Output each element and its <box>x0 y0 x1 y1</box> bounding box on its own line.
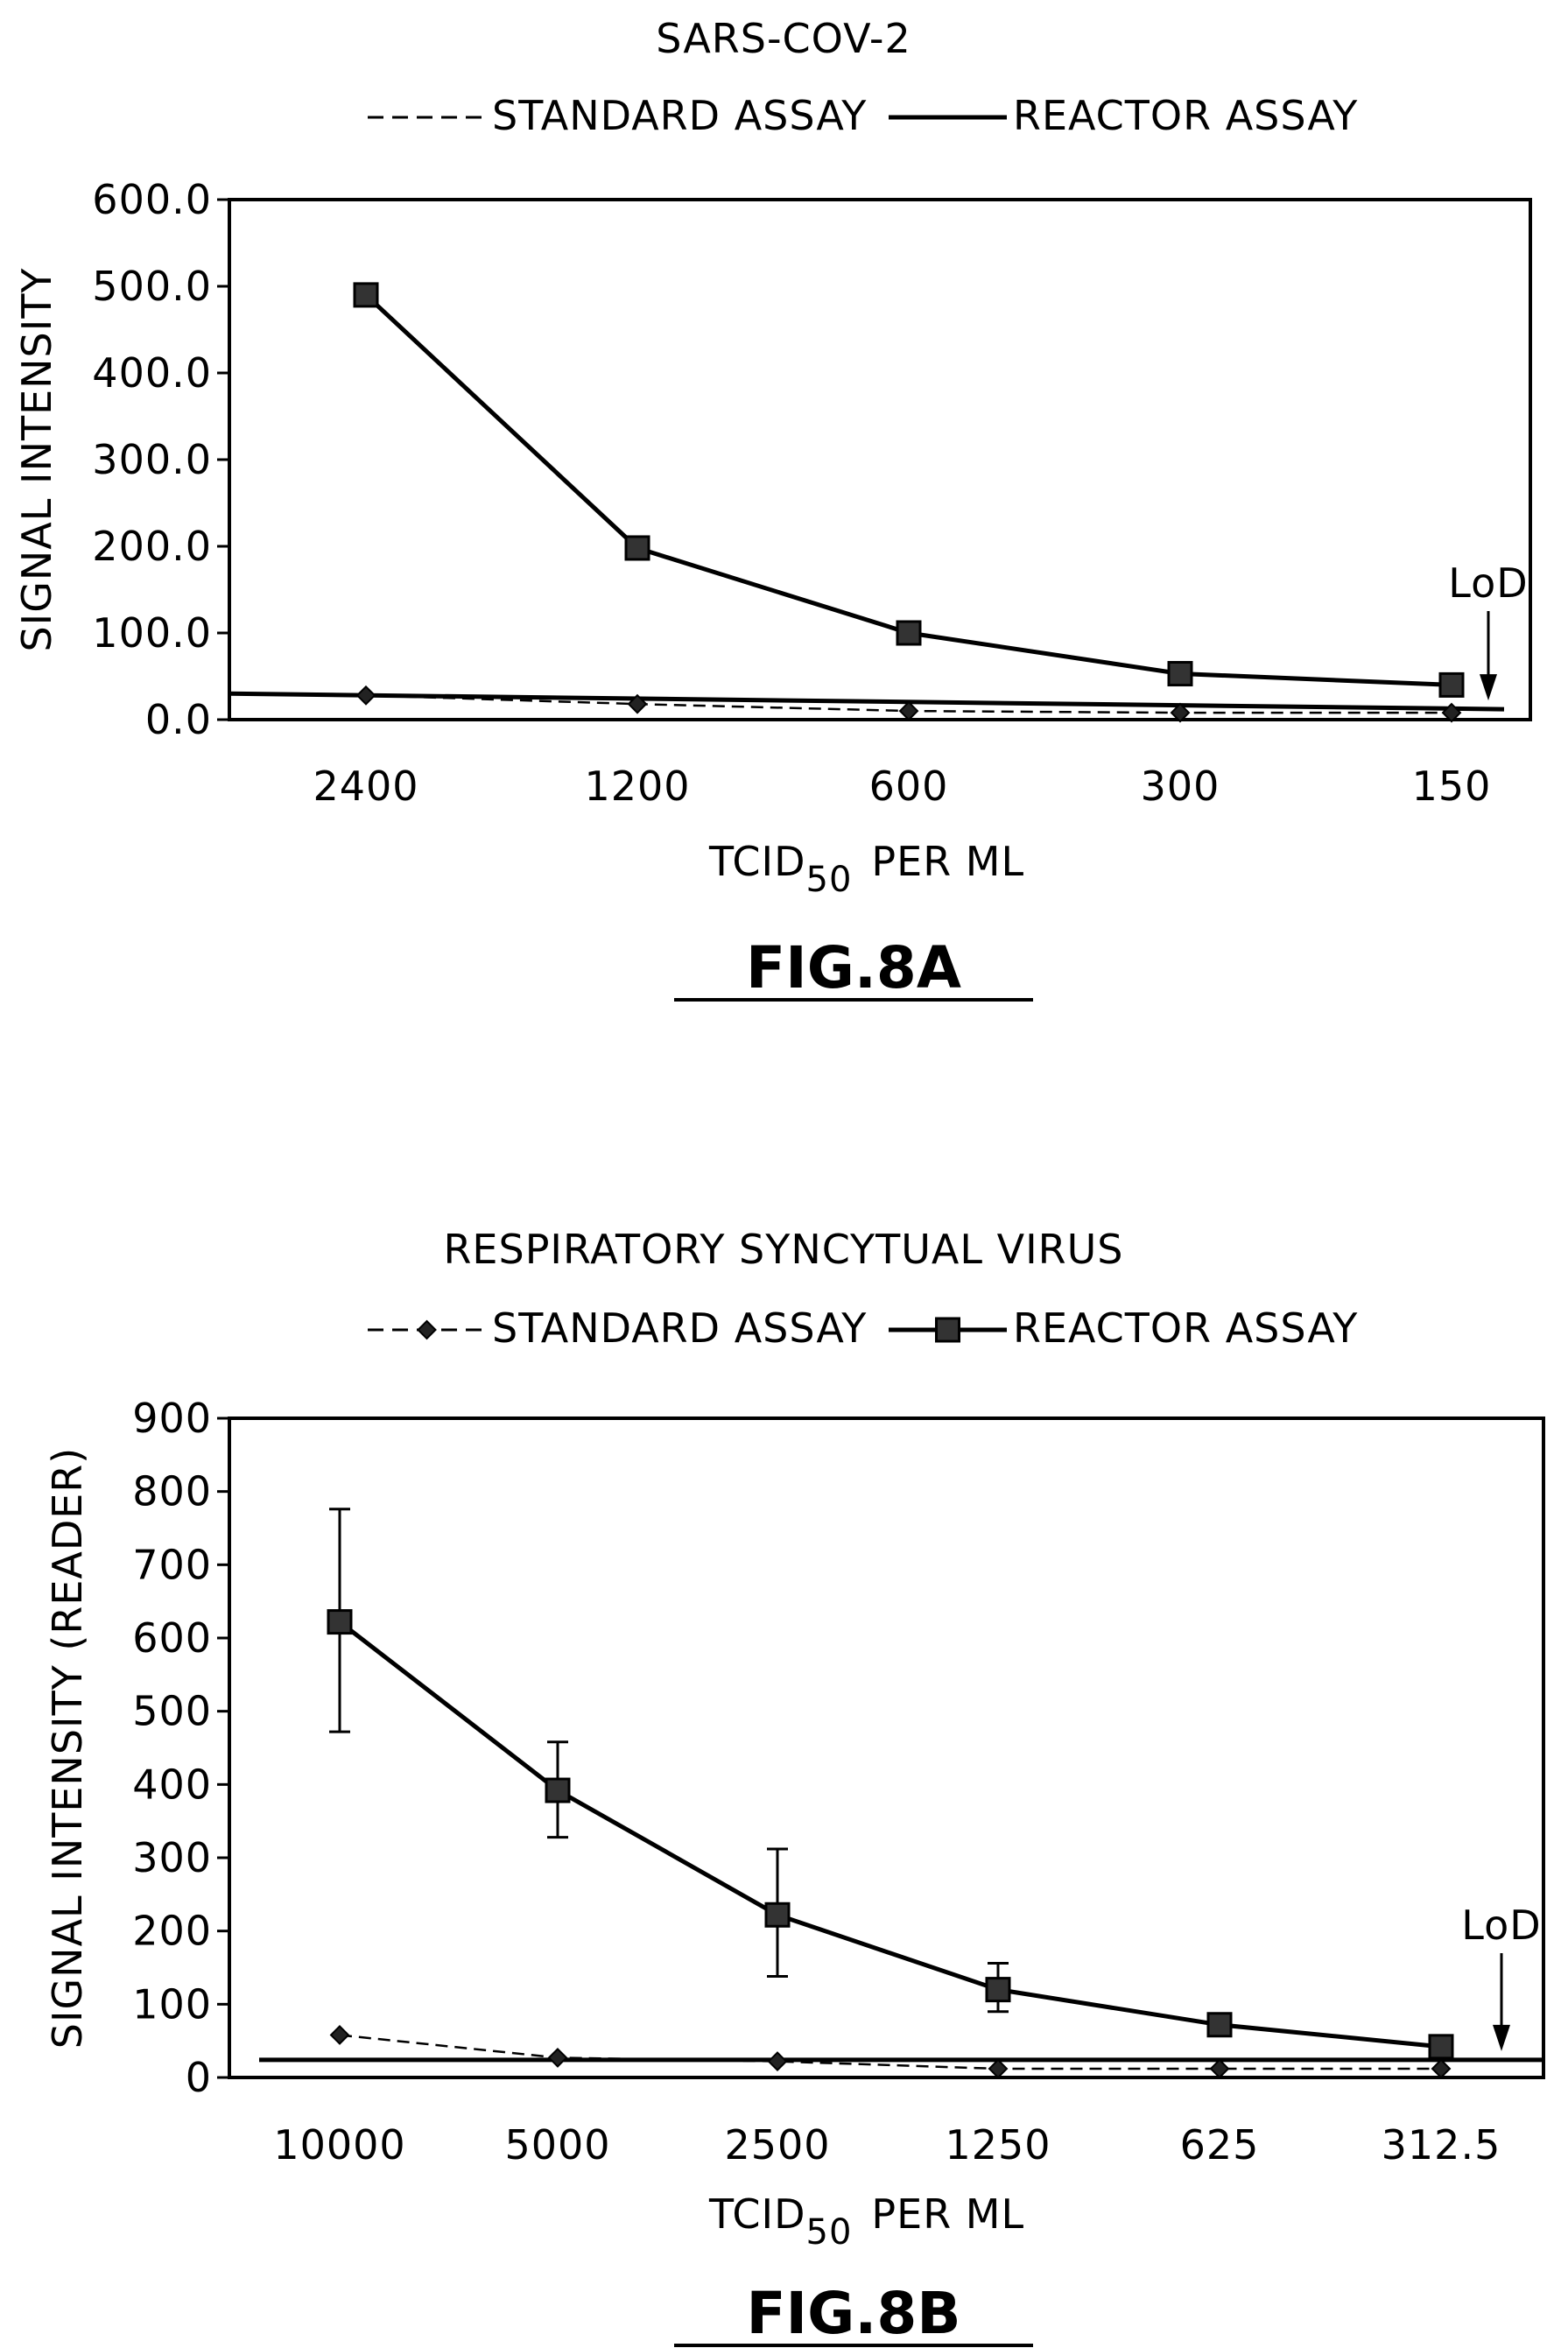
chart2-series-reactor-line <box>338 1620 1442 2049</box>
chart2-standard-point <box>1209 2058 1230 2079</box>
chart2-x-tick-label: 312.5 <box>1382 2121 1501 2169</box>
chart1-x-tick-label: 300 <box>1141 763 1220 810</box>
chart1-y-tick-label: 300.0 <box>92 436 212 483</box>
chart1-baseline-line <box>229 691 1505 712</box>
chart1-title: SARS-COV-2 <box>656 15 911 62</box>
chart2-lod-label: LoD <box>1461 1902 1541 1949</box>
chart1-x-tick-label: 150 <box>1412 763 1492 810</box>
chart1-legend-label-reactor: REACTOR ASSAY <box>1013 92 1358 139</box>
chart1-standard-point <box>355 685 376 706</box>
chart1-y-tick-label: 400.0 <box>92 349 212 397</box>
chart2-y-tick-label: 700 <box>132 1541 212 1588</box>
chart2-lod-arrow-head <box>1493 2024 1510 2051</box>
chart2-y-tick-label: 200 <box>132 1908 212 1955</box>
chart2-standard-point <box>1431 2058 1452 2079</box>
chart2-x-tick-label: 1250 <box>945 2121 1051 2169</box>
chart2-figure-label: FIG.8B <box>746 2280 960 2347</box>
chart1-x-axis-label-subscript: 50 <box>806 860 853 900</box>
chart1-reactor-point <box>1438 671 1465 698</box>
chart2-x-tick-label: 625 <box>1180 2121 1260 2169</box>
chart1-figure-label: FIG.8A <box>746 934 961 1002</box>
chart2-x-tick-label: 2500 <box>724 2121 830 2169</box>
chart2-series-standard-line <box>339 2034 1441 2070</box>
chart2-standard-point <box>988 2058 1009 2079</box>
chart1-reactor-point <box>896 620 922 646</box>
chart1-x-axis-label-suffix: PER ML <box>871 838 1024 885</box>
chart1-standard-point <box>627 693 648 714</box>
chart1-x-tick-label: 1200 <box>584 763 690 810</box>
chart2-plot-frame <box>228 1417 1545 2079</box>
chart1-y-tick-label: 0.0 <box>145 696 212 743</box>
chart2-legend-diamond-marker <box>417 1319 437 1340</box>
chart2-legend-square-marker <box>935 1317 960 1343</box>
chart1-standard-point <box>1441 702 1462 723</box>
chart2-reactor-point <box>545 1777 571 1803</box>
chart2-legend-label-reactor: REACTOR ASSAY <box>1013 1304 1358 1352</box>
chart1-y-tick-label: 200.0 <box>92 523 212 570</box>
chart1-y-tick-label: 600.0 <box>92 176 212 223</box>
chart1-x-tick-label: 2400 <box>313 763 418 810</box>
chart1-y-tick-label: 100.0 <box>92 609 212 657</box>
chart2-title: RESPIRATORY SYNCYTUAL VIRUS <box>443 1226 1123 1273</box>
chart2-y-tick-label: 600 <box>132 1614 212 1662</box>
chart2-x-axis-label: TCID50 PER ML <box>708 2190 1024 2253</box>
chart2-x-tick-label: 5000 <box>504 2121 610 2169</box>
chart2-legend-label-standard: STANDARD ASSAY <box>492 1304 867 1352</box>
chart2-x-axis-label-suffix: PER ML <box>871 2190 1024 2238</box>
chart1-y-tick-label: 500.0 <box>92 263 212 310</box>
chart1-reactor-point <box>1167 661 1193 687</box>
chart2-y-tick-label: 800 <box>132 1468 212 1515</box>
chart2-y-tick-label: 900 <box>132 1395 212 1442</box>
chart2-y-tick-label: 0 <box>186 2054 212 2101</box>
chart1-legend-label-standard: STANDARD ASSAY <box>492 92 867 139</box>
chart2-reactor-point <box>764 1902 791 1928</box>
chart1-reactor-point <box>353 282 379 308</box>
chart2-y-axis-label: SIGNAL INTENSITY (READER) <box>44 1447 91 2049</box>
chart2-reactor-point <box>1206 2012 1233 2038</box>
chart2-y-tick-label: 400 <box>132 1761 212 1808</box>
chart2-y-tick-label: 500 <box>132 1688 212 1735</box>
chart2-y-tick-label: 100 <box>132 1980 212 2028</box>
chart1-reactor-point <box>624 535 650 561</box>
chart2-x-tick-label: 10000 <box>273 2121 405 2169</box>
chart1-standard-point <box>898 700 919 721</box>
chart1-plot-frame <box>228 198 1532 721</box>
chart2-standard-point <box>767 2051 788 2072</box>
chart1-x-axis-label: TCID50 PER ML <box>708 838 1024 900</box>
chart2-y-tick-label: 300 <box>132 1834 212 1881</box>
chart2-standard-point <box>329 2025 350 2045</box>
chart1-y-axis-label: SIGNAL INTENSITY <box>13 267 60 651</box>
chart2-x-axis-label-subscript: 50 <box>806 2212 853 2253</box>
chart1-lod-label: LoD <box>1448 559 1528 607</box>
chart2-standard-point <box>547 2047 568 2068</box>
chart2-reactor-point <box>327 1609 353 1635</box>
chart2-reactor-point <box>1428 2034 1454 2060</box>
chart1-lod-arrow-head <box>1480 674 1497 701</box>
chart1-standard-point <box>1170 702 1191 723</box>
chart1-x-tick-label: 600 <box>869 763 949 810</box>
chart2-reactor-point <box>985 1977 1011 2003</box>
